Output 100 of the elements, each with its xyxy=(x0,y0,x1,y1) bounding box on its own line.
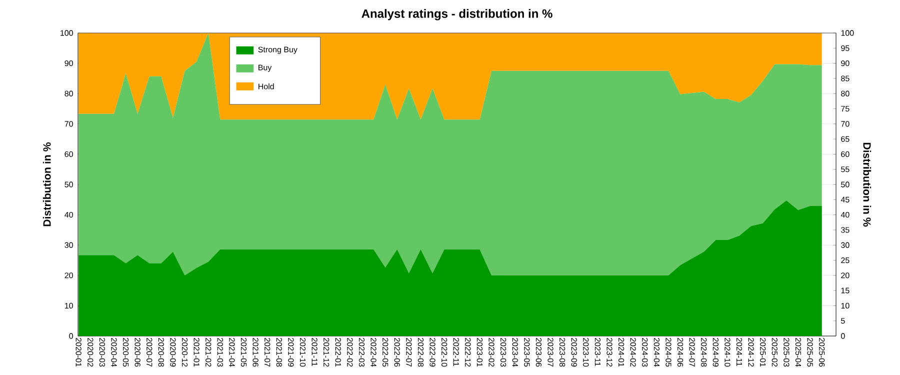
x-tick-label: 2021-10 xyxy=(300,338,306,367)
x-tick-label: 2023-01 xyxy=(476,338,483,367)
x-tick-label: 2020-03 xyxy=(99,338,106,367)
x-tick-label: 2023-11 xyxy=(594,338,601,366)
x-tick-label: 2024-01 xyxy=(618,338,624,367)
x-tick-label: 2021-04 xyxy=(229,338,235,367)
x-tick-label: 2020-06 xyxy=(134,338,140,367)
x-tick-label: 2024-11 xyxy=(736,338,742,366)
x-tick-label: 2020-01 xyxy=(76,338,82,367)
x-tick-label: 2024-02 xyxy=(630,338,636,367)
y2-tick-label: 60 xyxy=(841,151,850,158)
x-tick-label: 2022-06 xyxy=(394,338,400,367)
x-tick-label: 2023-07 xyxy=(548,338,554,367)
x-tick-label: 2022-08 xyxy=(418,338,424,367)
y2-tick-label: 40 xyxy=(840,212,850,218)
y2-tick-label: 0 xyxy=(841,333,845,339)
x-tick-label: 2024-07 xyxy=(689,338,695,367)
x-tick-label: 2025-03 xyxy=(784,338,790,367)
x-tick-label: 2022-03 xyxy=(358,338,365,367)
x-tick-label: 2023-02 xyxy=(488,338,494,367)
x-tick-label: 2021-03 xyxy=(217,338,223,367)
y2-tick-label: 50 xyxy=(841,182,850,188)
y-tick-label: 40 xyxy=(64,212,73,218)
x-tick-label: 2023-08 xyxy=(559,338,566,367)
y2-tick-label: 90 xyxy=(841,60,850,66)
x-tick-label: 2023-05 xyxy=(524,338,530,367)
x-tick-label: 2022-11 xyxy=(453,338,459,366)
x-tick-label: 2025-06 xyxy=(819,338,825,367)
x-tick-label: 2022-10 xyxy=(441,338,448,367)
x-tick-label: 2024-05 xyxy=(666,338,672,367)
y-tick-label: 50 xyxy=(64,182,73,188)
y2-tick-label: 80 xyxy=(841,90,850,96)
y-tick-label: 90 xyxy=(64,60,73,66)
y-tick-label: 30 xyxy=(64,242,73,248)
legend-label: Hold xyxy=(258,83,274,90)
y2-tick-label: 10 xyxy=(841,302,850,309)
y-tick-label: 60 xyxy=(64,151,73,158)
x-tick-label: 2024-06 xyxy=(677,338,684,367)
x-tick-label: 2021-05 xyxy=(240,338,247,367)
x-tick-label: 2020-02 xyxy=(88,338,94,367)
x-tick-label: 2021-09 xyxy=(288,338,294,367)
x-tick-label: 2022-04 xyxy=(370,338,376,367)
y2-tick-label: 35 xyxy=(841,227,850,233)
x-tick-label: 2021-11 xyxy=(312,338,318,366)
x-tick-label: 2021-01 xyxy=(194,338,200,367)
y2-tick-label: 70 xyxy=(841,121,850,127)
y-tick-label: 0 xyxy=(69,333,73,339)
x-tick-label: 2022-09 xyxy=(430,338,436,367)
y2-tick-label: 20 xyxy=(841,272,850,278)
y-tick-label: 100 xyxy=(60,30,73,36)
y2-axis-title: Distribution in % xyxy=(863,142,872,227)
x-tick-label: 2020-12 xyxy=(182,338,188,367)
x-tick-label: 2023-06 xyxy=(536,338,542,367)
y2-tick-label: 45 xyxy=(840,196,850,202)
y-axis-title: Distribution in % xyxy=(42,142,51,226)
y2-tick-label: 15 xyxy=(841,288,850,294)
x-tick-label: 2022-01 xyxy=(335,338,341,367)
y2-tick-label: 75 xyxy=(841,106,850,112)
y-tick-label: 70 xyxy=(64,121,73,127)
x-tick-label: 2021-06 xyxy=(252,338,258,367)
y2-tick-label: 95 xyxy=(841,45,850,51)
chart-title: Analyst ratings - distribution in % xyxy=(362,9,552,20)
y2-tick-label: 85 xyxy=(841,76,850,82)
x-tick-label: 2023-09 xyxy=(571,338,577,367)
y2-tick-label: 30 xyxy=(841,242,850,248)
x-tick-label: 2024-04 xyxy=(654,338,660,367)
x-tick-label: 2022-05 xyxy=(382,338,388,367)
y-tick-label: 10 xyxy=(65,302,73,309)
x-tick-label: 2025-04 xyxy=(795,338,802,367)
x-tick-label: 2020-05 xyxy=(122,338,129,367)
y-tick-label: 80 xyxy=(64,90,73,96)
x-tick-label: 2020-08 xyxy=(158,338,164,367)
x-tick-label: 2021-12 xyxy=(324,338,330,367)
x-tick-label: 2024-03 xyxy=(642,338,648,367)
x-tick-label: 2025-05 xyxy=(807,338,813,367)
x-tick-label: 2023-10 xyxy=(583,338,589,367)
x-tick-label: 2022-07 xyxy=(406,338,412,367)
y2-tick-label: 65 xyxy=(841,136,850,142)
y2-tick-label: 100 xyxy=(841,30,854,36)
x-tick-label: 2022-02 xyxy=(347,338,353,367)
x-tick-label: 2020-07 xyxy=(146,338,152,367)
y2-tick-label: 25 xyxy=(841,257,850,264)
y2-tick-label: 55 xyxy=(841,166,850,172)
x-tick-label: 2024-08 xyxy=(701,338,707,367)
legend-label: Strong Buy xyxy=(258,46,298,54)
x-tick-label: 2024-10 xyxy=(724,338,730,367)
x-tick-label: 2024-09 xyxy=(712,338,718,367)
legend-label: Buy xyxy=(258,64,272,72)
x-tick-label: 2023-03 xyxy=(500,338,506,367)
y2-tick-label: 5 xyxy=(841,318,845,324)
x-tick-label: 2021-02 xyxy=(206,338,212,367)
x-tick-label: 2020-09 xyxy=(170,338,176,367)
x-tick-label: 2023-12 xyxy=(606,338,612,367)
x-tick-label: 2024-12 xyxy=(748,338,754,367)
x-tick-label: 2022-12 xyxy=(465,338,471,367)
x-tick-label: 2025-01 xyxy=(760,338,766,367)
x-tick-label: 2020-04 xyxy=(111,338,117,367)
x-tick-label: 2025-02 xyxy=(772,338,778,367)
x-tick-label: 2021-08 xyxy=(276,338,282,367)
x-tick-label: 2023-04 xyxy=(512,338,518,367)
